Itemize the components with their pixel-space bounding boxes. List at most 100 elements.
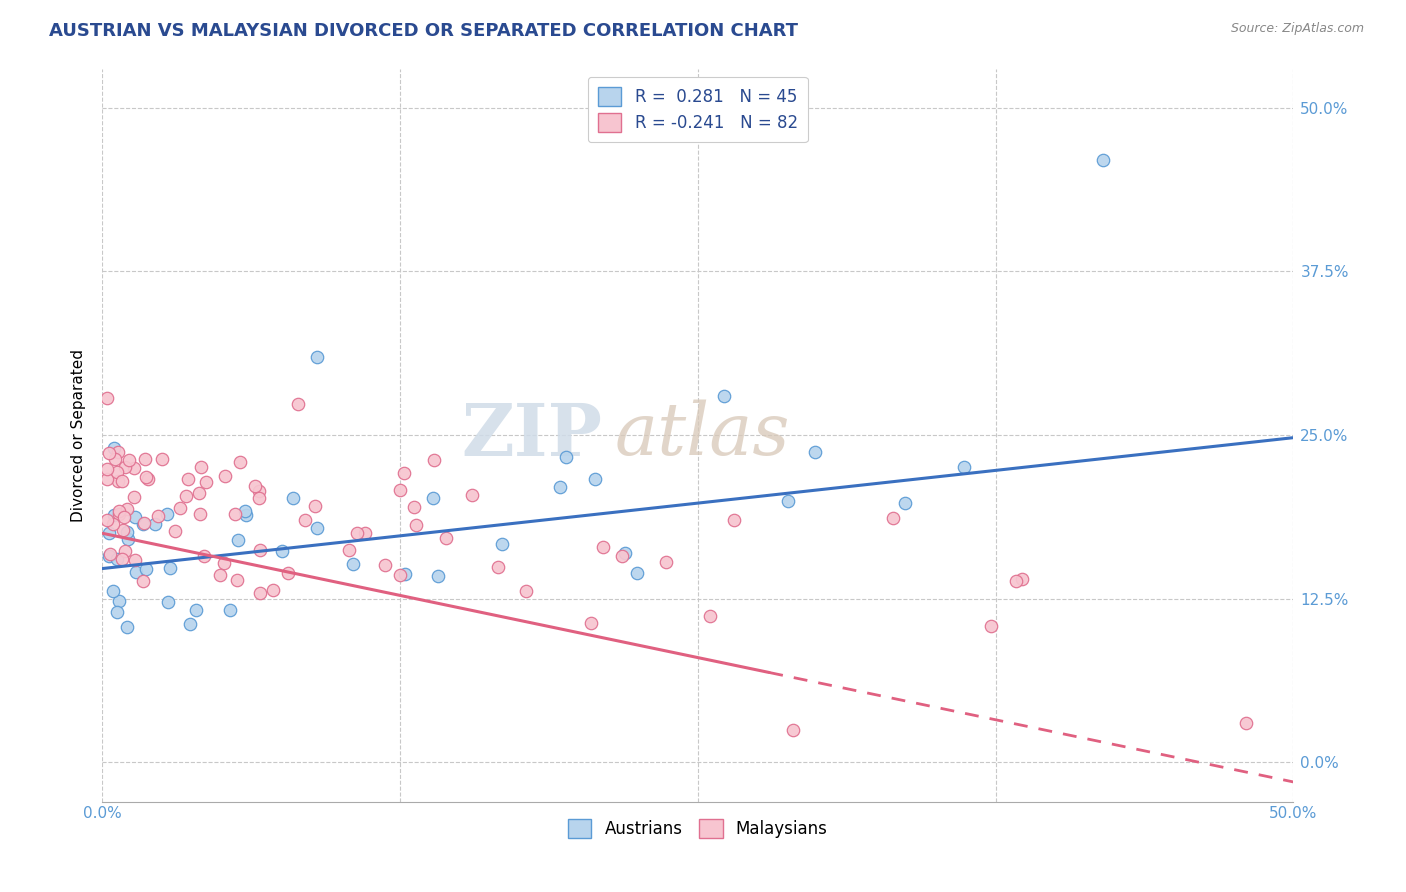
Point xyxy=(105,465,128,479)
Point xyxy=(980,619,1002,633)
Point xyxy=(111,523,134,537)
Point xyxy=(177,472,200,486)
Point xyxy=(96,391,118,405)
Point xyxy=(550,480,572,494)
Point xyxy=(229,455,252,469)
Point xyxy=(247,483,270,498)
Point xyxy=(105,605,128,619)
Point xyxy=(626,566,648,580)
Point xyxy=(96,513,118,527)
Point xyxy=(159,561,181,575)
Point xyxy=(132,516,155,531)
Point xyxy=(194,475,217,490)
Point xyxy=(233,504,256,518)
Point xyxy=(112,510,135,524)
Point xyxy=(115,524,138,539)
Point xyxy=(124,553,146,567)
Point xyxy=(150,452,173,467)
Point xyxy=(103,442,125,456)
Point xyxy=(186,602,208,616)
Point xyxy=(953,459,976,474)
Point xyxy=(346,526,368,541)
Point xyxy=(156,507,179,521)
Point xyxy=(132,574,155,589)
Point xyxy=(235,508,257,522)
Point xyxy=(111,552,134,566)
Point xyxy=(388,568,411,582)
Point xyxy=(579,615,602,630)
Point xyxy=(131,517,153,532)
Point xyxy=(118,453,141,467)
Point xyxy=(778,493,800,508)
Point xyxy=(394,566,416,581)
Point xyxy=(337,542,360,557)
Point xyxy=(491,536,513,550)
Point xyxy=(114,544,136,558)
Point xyxy=(226,574,249,588)
Point xyxy=(249,543,271,558)
Point xyxy=(1004,574,1026,589)
Point xyxy=(515,583,537,598)
Point xyxy=(612,549,634,563)
Point xyxy=(122,461,145,475)
Point xyxy=(583,472,606,486)
Point xyxy=(342,557,364,571)
Point xyxy=(277,566,299,580)
Point xyxy=(174,489,197,503)
Point xyxy=(486,560,509,574)
Point xyxy=(98,446,121,460)
Point xyxy=(101,516,124,531)
Point xyxy=(1011,572,1033,586)
Point xyxy=(179,616,201,631)
Point xyxy=(114,460,136,475)
Point xyxy=(108,507,131,521)
Point xyxy=(169,501,191,516)
Point xyxy=(134,452,156,467)
Point xyxy=(101,584,124,599)
Point xyxy=(226,533,249,547)
Point xyxy=(117,532,139,546)
Point xyxy=(723,513,745,527)
Point xyxy=(105,552,128,566)
Point xyxy=(98,525,121,540)
Point xyxy=(405,518,427,533)
Point xyxy=(374,558,396,572)
Text: ZIP: ZIP xyxy=(461,400,603,471)
Point xyxy=(305,350,328,364)
Point xyxy=(655,555,678,569)
Point xyxy=(307,521,329,535)
Point xyxy=(592,540,614,554)
Point xyxy=(163,524,186,538)
Point xyxy=(893,496,915,510)
Point xyxy=(249,585,271,599)
Point xyxy=(188,507,211,521)
Point xyxy=(96,472,118,486)
Point xyxy=(208,568,231,582)
Point xyxy=(96,462,118,476)
Point xyxy=(108,504,131,518)
Point xyxy=(287,397,309,411)
Point xyxy=(247,491,270,505)
Point xyxy=(304,500,326,514)
Point xyxy=(271,544,294,558)
Y-axis label: Divorced or Separated: Divorced or Separated xyxy=(72,349,86,522)
Point xyxy=(190,460,212,475)
Point xyxy=(107,474,129,488)
Point xyxy=(281,491,304,505)
Point xyxy=(803,445,825,459)
Point xyxy=(262,583,284,598)
Point xyxy=(124,490,146,504)
Point xyxy=(156,595,179,609)
Point xyxy=(614,546,637,560)
Point xyxy=(214,468,236,483)
Point xyxy=(108,594,131,608)
Point xyxy=(882,510,904,524)
Point xyxy=(389,483,412,497)
Point xyxy=(394,466,416,480)
Point xyxy=(125,566,148,580)
Point xyxy=(713,389,735,403)
Point xyxy=(107,445,129,459)
Point xyxy=(145,516,167,531)
Point xyxy=(193,549,215,564)
Point xyxy=(103,508,125,522)
